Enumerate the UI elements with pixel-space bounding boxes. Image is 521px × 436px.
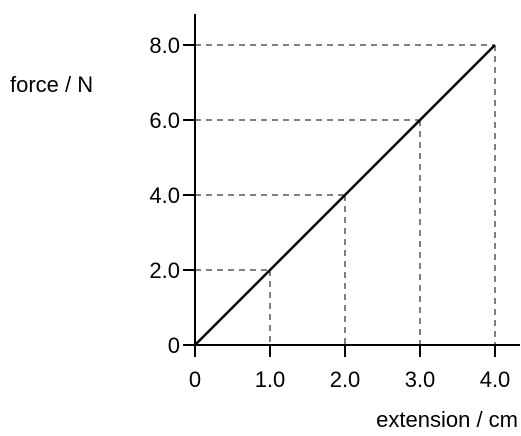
y-tick-label-1: 2.0: [149, 258, 180, 283]
y-tick-label-4: 8.0: [149, 33, 180, 58]
x-tick-label-2: 2.0: [330, 367, 361, 392]
x-tick-label-3: 3.0: [405, 367, 436, 392]
y-tick-label-0: 0: [168, 333, 180, 358]
y-tick-label-2: 4.0: [149, 183, 180, 208]
series-line-0: [194, 44, 496, 346]
guide-lines-layer: [195, 44, 496, 345]
labels-layer: 0 2.0 4.0 6.0 8.0 0 1.0 2.0 3.0 4.0 force / N exten…: [10, 33, 518, 432]
series-layer: [194, 44, 496, 346]
x-tick-label-4: 4.0: [480, 367, 511, 392]
y-tick-label-3: 6.0: [149, 108, 180, 133]
x-tick-label-0: 0: [189, 367, 201, 392]
axes-layer: [183, 14, 520, 357]
y-axis-label: force / N: [10, 72, 93, 97]
x-axis-label: extension / cm: [376, 407, 518, 432]
x-tick-label-1: 1.0: [255, 367, 286, 392]
